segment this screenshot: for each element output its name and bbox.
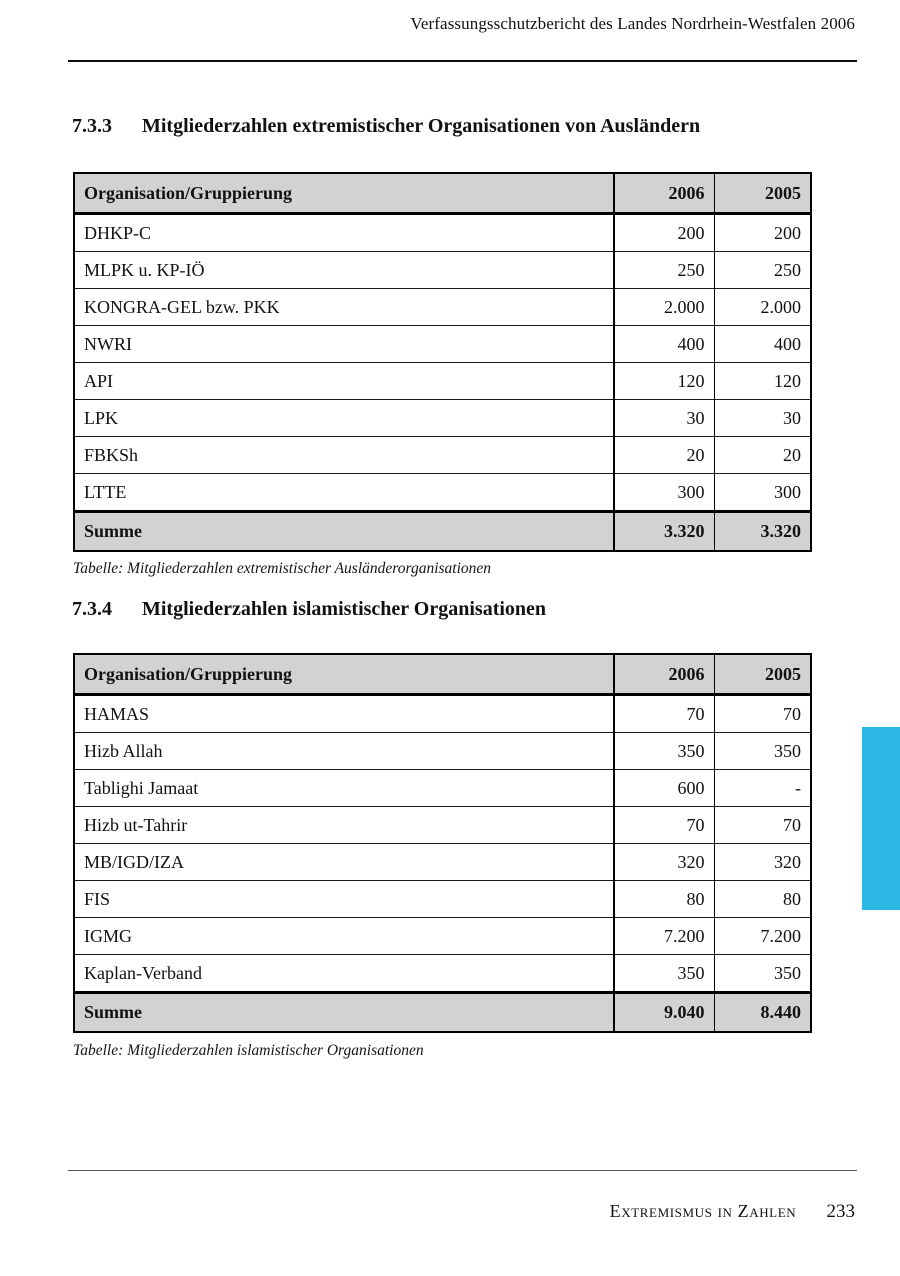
table-header-row: Organisation/Gruppierung 2006 2005 [74,654,811,696]
table-row: API 120 120 [74,362,811,400]
table-row: MB/IGD/IZA 320 320 [74,843,811,881]
footer-section-label: Extremismus in Zahlen [609,1201,797,1221]
value-cell: 350 [613,732,714,770]
table-row: FIS 80 80 [74,880,811,918]
table-row: LTTE 300 300 [74,473,811,512]
table-row: LPK 30 30 [74,399,811,437]
margin-accent-bar [862,727,900,910]
summary-value-2005: 8.440 [713,991,811,1032]
value-cell: 80 [713,880,811,918]
value-cell: 600 [613,769,714,807]
value-cell: 80 [613,880,714,918]
value-cell: 300 [613,473,714,512]
value-cell: 7.200 [613,917,714,955]
value-cell: 120 [613,362,714,400]
column-header-organisation: Organisation/Gruppierung [74,654,614,696]
section-title: Mitgliederzahlen extremistischer Organis… [142,115,701,137]
value-cell: 70 [613,694,714,733]
value-cell: 250 [613,251,714,289]
summary-label: Summe [74,510,614,551]
value-cell: 250 [713,251,811,289]
organisation-cell: FBKSh [74,436,614,474]
summary-row: Summe 9.040 8.440 [74,991,811,1032]
page-footer: Extremismus in Zahlen 233 [610,1201,855,1223]
value-cell: 320 [613,843,714,881]
value-cell: 70 [713,694,811,733]
table-auslaender-organisationen: Organisation/Gruppierung 2006 2005 DHKP-… [73,172,812,552]
table-header-row: Organisation/Gruppierung 2006 2005 [74,173,811,215]
value-cell: 20 [713,436,811,474]
table-row: Hizb Allah 350 350 [74,732,811,770]
table-row: NWRI 400 400 [74,325,811,363]
value-cell: 7.200 [713,917,811,955]
value-cell: 200 [613,213,714,252]
summary-row: Summe 3.320 3.320 [74,510,811,551]
table-row: Kaplan-Verband 350 350 [74,954,811,993]
section-number: 7.3.4 [72,598,112,620]
table-islamistische-organisationen: Organisation/Gruppierung 2006 2005 HAMAS… [73,653,812,1033]
value-cell: - [713,769,811,807]
value-cell: 120 [713,362,811,400]
table-row: Tablighi Jamaat 600- [74,769,811,807]
value-cell: 2.000 [713,288,811,326]
organisation-cell: LPK [74,399,614,437]
column-header-2005: 2005 [713,173,811,215]
section-title: Mitgliederzahlen islamistischer Organisa… [142,598,547,620]
value-cell: 320 [713,843,811,881]
table-caption-islamistisch: Tabelle: Mitgliederzahlen islamistischer… [73,1042,424,1059]
organisation-cell: MLPK u. KP-IÖ [74,251,614,289]
organisation-cell: API [74,362,614,400]
table-row: KONGRA-GEL bzw. PKK 2.000 2.000 [74,288,811,326]
organisation-cell: Kaplan-Verband [74,954,614,993]
organisation-cell: Hizb Allah [74,732,614,770]
organisation-cell: Tablighi Jamaat [74,769,614,807]
value-cell: 400 [613,325,714,363]
table-row: FBKSh 20 20 [74,436,811,474]
column-header-organisation: Organisation/Gruppierung [74,173,614,215]
section-heading-734: 7.3.4 Mitgliederzahlen islamistischer Org… [72,598,546,621]
header-rule [68,60,857,62]
summary-label: Summe [74,991,614,1032]
summary-value-2005: 3.320 [713,510,811,551]
column-header-2006: 2006 [613,173,714,215]
value-cell: 20 [613,436,714,474]
organisation-cell: HAMAS [84,703,150,724]
organisation-cell: IGMG [74,917,614,955]
summary-value-2006: 9.040 [613,991,714,1032]
value-cell: 350 [613,954,714,993]
column-header-2005: 2005 [713,654,811,696]
value-cell: 30 [713,399,811,437]
footer-rule [68,1170,857,1171]
summary-value-2006: 3.320 [613,510,714,551]
organisation-cell: MB/IGD/IZA [74,843,614,881]
organisation-cell: FIS [74,880,614,918]
value-cell: 350 [713,732,811,770]
organisation-cell: Hizb ut-Tahrir [74,806,614,844]
organisation-cell: DHKP-C [84,222,152,243]
value-cell: 2.000 [613,288,714,326]
organisation-cell: KONGRA-GEL bzw. PKK [74,288,614,326]
section-number: 7.3.3 [72,115,112,137]
section-heading-733: 7.3.3 Mitgliederzahlen extremistischer Or… [72,115,700,138]
table-row: IGMG 7.200 7.200 [74,917,811,955]
running-header: Verfassungsschutzbericht des Landes Nord… [410,14,855,33]
value-cell: 200 [713,213,811,252]
table-row: HAMAS 70 70 [74,694,811,733]
organisation-cell: NWRI [74,325,614,363]
value-cell: 300 [713,473,811,512]
column-header-2006: 2006 [613,654,714,696]
value-cell: 30 [613,399,714,437]
table-row: DHKP-C 200 200 [74,213,811,252]
value-cell: 350 [713,954,811,993]
value-cell: 70 [613,806,714,844]
table-row: Hizb ut-Tahrir 70 70 [74,806,811,844]
value-cell: 400 [713,325,811,363]
page-number: 233 [826,1201,856,1222]
organisation-cell: LTTE [74,473,614,512]
table-row: MLPK u. KP-IÖ 250 250 [74,251,811,289]
value-cell: 70 [713,806,811,844]
table-caption-auslaender: Tabelle: Mitgliederzahlen extremistische… [73,560,492,577]
